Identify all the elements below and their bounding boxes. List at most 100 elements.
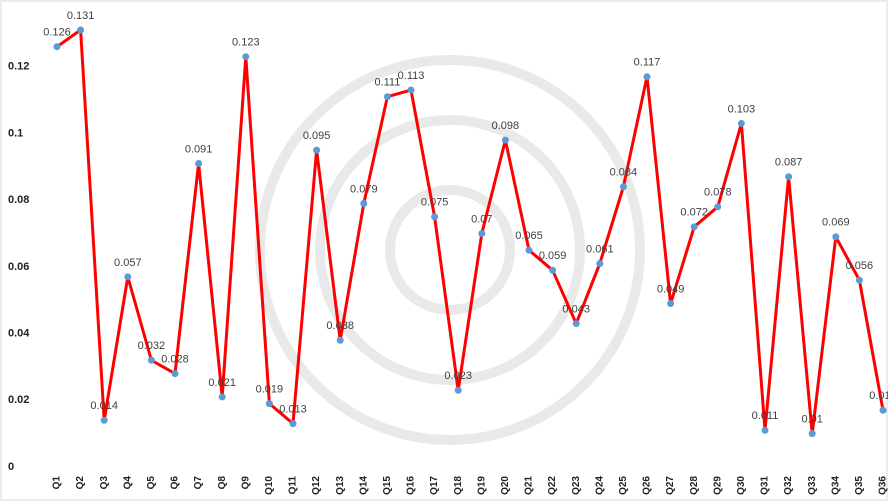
x-tick-label: Q30 bbox=[736, 476, 747, 495]
data-label: 0.019 bbox=[256, 384, 284, 396]
x-tick-label: Q21 bbox=[524, 476, 535, 495]
x-tick-label: Q20 bbox=[500, 476, 511, 495]
chart: 00.020.040.060.080.10.12Q1Q2Q3Q4Q5Q6Q7Q8… bbox=[0, 0, 888, 501]
data-label: 0.069 bbox=[822, 217, 850, 229]
x-tick-label: Q15 bbox=[382, 476, 393, 495]
y-tick-label: 0.02 bbox=[8, 394, 29, 406]
data-point bbox=[738, 120, 745, 127]
x-tick-label: Q25 bbox=[618, 476, 629, 495]
data-point bbox=[242, 53, 249, 60]
data-point bbox=[620, 183, 627, 190]
data-point bbox=[313, 147, 320, 154]
data-point bbox=[360, 200, 367, 207]
data-point bbox=[856, 277, 863, 284]
data-point bbox=[54, 43, 61, 50]
data-label: 0.043 bbox=[562, 303, 590, 315]
data-point bbox=[478, 230, 485, 237]
x-tick-label: Q9 bbox=[240, 476, 251, 490]
data-point bbox=[714, 203, 721, 210]
x-tick-label: Q36 bbox=[878, 476, 888, 495]
x-tick-label: Q5 bbox=[146, 476, 157, 490]
data-point bbox=[172, 370, 179, 377]
x-tick-label: Q13 bbox=[335, 476, 346, 495]
y-tick-label: 0.08 bbox=[8, 194, 29, 206]
data-label: 0.113 bbox=[398, 70, 425, 82]
x-tick-label: Q22 bbox=[547, 476, 558, 495]
data-point bbox=[148, 357, 155, 364]
data-point bbox=[502, 137, 509, 144]
x-tick-label: Q34 bbox=[830, 476, 841, 495]
data-label: 0.087 bbox=[775, 157, 803, 169]
y-tick-label: 0 bbox=[8, 461, 14, 473]
x-tick-label: Q33 bbox=[807, 476, 818, 495]
data-point bbox=[691, 223, 698, 230]
watermark bbox=[260, 60, 640, 440]
data-label: 0.123 bbox=[232, 37, 260, 49]
y-tick-label: 0.06 bbox=[8, 261, 29, 273]
data-point bbox=[219, 393, 226, 400]
data-point bbox=[408, 87, 415, 94]
x-tick-label: Q24 bbox=[594, 476, 605, 495]
x-tick-label: Q2 bbox=[75, 476, 86, 490]
data-point bbox=[77, 27, 84, 34]
x-tick-label: Q28 bbox=[689, 476, 700, 495]
y-tick-label: 0.1 bbox=[8, 127, 23, 139]
data-label: 0.098 bbox=[492, 120, 520, 132]
data-label: 0.023 bbox=[444, 370, 472, 382]
data-label: 0.084 bbox=[610, 167, 638, 179]
data-label: 0.011 bbox=[752, 410, 779, 422]
data-label: 0.014 bbox=[90, 400, 118, 412]
x-tick-label: Q18 bbox=[453, 476, 464, 495]
data-point bbox=[124, 273, 131, 280]
x-tick-label: Q8 bbox=[217, 476, 228, 490]
data-label: 0.072 bbox=[680, 207, 708, 219]
x-tick-label: Q27 bbox=[665, 476, 676, 495]
data-point bbox=[880, 407, 887, 414]
data-label: 0.117 bbox=[634, 57, 661, 69]
data-point bbox=[809, 430, 816, 437]
x-tick-label: Q26 bbox=[642, 476, 653, 495]
data-point bbox=[266, 400, 273, 407]
data-point bbox=[667, 300, 674, 307]
x-tick-label: Q32 bbox=[783, 476, 794, 495]
data-point bbox=[384, 93, 391, 100]
x-tick-label: Q3 bbox=[99, 476, 110, 490]
data-point bbox=[762, 427, 769, 434]
data-label: 0.131 bbox=[67, 10, 95, 22]
data-point bbox=[644, 73, 651, 80]
data-label: 0.059 bbox=[539, 250, 567, 262]
data-label: 0.103 bbox=[728, 103, 756, 115]
data-point bbox=[596, 260, 603, 267]
data-label: 0.079 bbox=[350, 183, 378, 195]
data-point bbox=[785, 173, 792, 180]
x-tick-label: Q14 bbox=[358, 476, 369, 495]
data-label: 0.065 bbox=[515, 230, 543, 242]
x-tick-label: Q10 bbox=[264, 476, 275, 495]
x-tick-label: Q29 bbox=[712, 476, 723, 495]
data-label: 0.038 bbox=[326, 320, 354, 332]
y-tick-label: 0.12 bbox=[8, 61, 29, 73]
x-tick-label: Q11 bbox=[288, 476, 299, 495]
x-tick-label: Q6 bbox=[170, 476, 181, 490]
y-tick-label: 0.04 bbox=[8, 327, 30, 339]
data-label: 0.078 bbox=[704, 187, 732, 199]
data-label: 0.07 bbox=[471, 213, 492, 225]
data-label: 0.049 bbox=[657, 283, 685, 295]
data-point bbox=[832, 233, 839, 240]
x-tick-label: Q31 bbox=[760, 476, 771, 495]
x-tick-label: Q17 bbox=[429, 476, 440, 495]
data-point bbox=[337, 337, 344, 344]
data-label: 0.032 bbox=[138, 340, 166, 352]
x-tick-label: Q7 bbox=[193, 476, 204, 490]
data-label: 0.111 bbox=[374, 77, 400, 89]
data-label: 0.013 bbox=[279, 404, 307, 416]
x-tick-label: Q12 bbox=[311, 476, 322, 495]
data-point bbox=[195, 160, 202, 167]
data-point bbox=[526, 247, 533, 254]
data-label: 0.061 bbox=[586, 243, 614, 255]
data-point bbox=[573, 320, 580, 327]
x-tick-label: Q1 bbox=[52, 476, 63, 490]
data-point bbox=[290, 420, 297, 427]
data-label: 0.021 bbox=[208, 377, 236, 389]
data-label: 0.126 bbox=[43, 27, 71, 39]
